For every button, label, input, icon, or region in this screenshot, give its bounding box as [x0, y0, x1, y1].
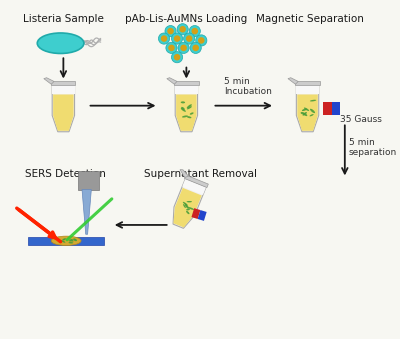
Circle shape — [158, 33, 170, 44]
Polygon shape — [82, 190, 91, 234]
Ellipse shape — [62, 238, 66, 240]
Circle shape — [192, 45, 199, 51]
Polygon shape — [175, 85, 198, 94]
Circle shape — [174, 54, 180, 60]
Circle shape — [177, 24, 188, 35]
Ellipse shape — [304, 107, 309, 111]
Ellipse shape — [73, 238, 77, 241]
Ellipse shape — [302, 108, 307, 111]
Circle shape — [178, 42, 189, 54]
Polygon shape — [53, 95, 74, 131]
Circle shape — [184, 33, 195, 44]
Ellipse shape — [69, 240, 74, 242]
Bar — [51, 81, 76, 85]
Ellipse shape — [310, 114, 314, 116]
Circle shape — [168, 45, 175, 51]
Polygon shape — [192, 208, 200, 219]
Ellipse shape — [310, 100, 316, 101]
Circle shape — [192, 28, 198, 34]
Bar — [174, 81, 198, 85]
Bar — [78, 171, 99, 190]
Circle shape — [172, 33, 183, 44]
Ellipse shape — [181, 107, 185, 110]
Circle shape — [179, 26, 186, 33]
Polygon shape — [173, 179, 206, 228]
Ellipse shape — [37, 33, 84, 54]
Ellipse shape — [188, 207, 194, 210]
Text: 35 Gauss: 35 Gauss — [340, 115, 382, 124]
Circle shape — [172, 52, 183, 63]
Ellipse shape — [183, 204, 186, 208]
Text: pAb-Lis-AuMNs Loading: pAb-Lis-AuMNs Loading — [125, 14, 248, 24]
Circle shape — [167, 28, 174, 34]
Ellipse shape — [187, 106, 192, 109]
Circle shape — [190, 42, 201, 54]
Polygon shape — [288, 78, 298, 84]
Circle shape — [198, 37, 204, 44]
Polygon shape — [184, 175, 208, 187]
Circle shape — [174, 35, 180, 42]
Ellipse shape — [61, 240, 65, 243]
Ellipse shape — [187, 104, 192, 108]
Circle shape — [196, 35, 207, 46]
Text: Magnetic Separation: Magnetic Separation — [256, 14, 364, 24]
Ellipse shape — [310, 109, 315, 113]
Ellipse shape — [181, 101, 185, 103]
Polygon shape — [176, 95, 197, 131]
Polygon shape — [175, 85, 198, 132]
Ellipse shape — [186, 205, 189, 208]
Ellipse shape — [181, 108, 186, 112]
Circle shape — [166, 42, 177, 54]
Text: Supernatant Removal: Supernatant Removal — [144, 169, 257, 179]
Polygon shape — [297, 95, 318, 131]
Text: SERS Detection: SERS Detection — [25, 169, 106, 179]
Text: 5 min
separation: 5 min separation — [348, 138, 397, 157]
Polygon shape — [52, 85, 74, 94]
Ellipse shape — [183, 202, 188, 206]
Circle shape — [180, 45, 187, 51]
Ellipse shape — [302, 112, 307, 116]
Polygon shape — [296, 85, 319, 94]
Polygon shape — [52, 85, 74, 132]
Ellipse shape — [186, 201, 192, 202]
Ellipse shape — [186, 211, 190, 214]
Circle shape — [189, 25, 200, 37]
Bar — [323, 102, 332, 115]
Ellipse shape — [51, 236, 81, 245]
Bar — [332, 102, 340, 115]
Polygon shape — [174, 188, 202, 227]
Polygon shape — [44, 78, 54, 84]
Bar — [296, 81, 320, 85]
Ellipse shape — [185, 203, 187, 207]
Polygon shape — [180, 170, 188, 178]
Ellipse shape — [303, 113, 307, 116]
Circle shape — [161, 35, 167, 42]
Ellipse shape — [190, 113, 194, 115]
Ellipse shape — [182, 115, 188, 118]
Bar — [28, 237, 104, 245]
Polygon shape — [182, 179, 206, 195]
Ellipse shape — [300, 112, 304, 114]
Circle shape — [186, 35, 192, 42]
Text: Listeria Sample: Listeria Sample — [23, 14, 104, 24]
Ellipse shape — [68, 242, 73, 243]
Polygon shape — [167, 78, 177, 84]
Circle shape — [165, 25, 176, 37]
Ellipse shape — [69, 239, 73, 242]
Ellipse shape — [187, 116, 192, 118]
Text: 5 min
Incubation: 5 min Incubation — [224, 77, 272, 96]
Ellipse shape — [186, 208, 190, 211]
Polygon shape — [198, 210, 207, 221]
Polygon shape — [296, 85, 319, 132]
